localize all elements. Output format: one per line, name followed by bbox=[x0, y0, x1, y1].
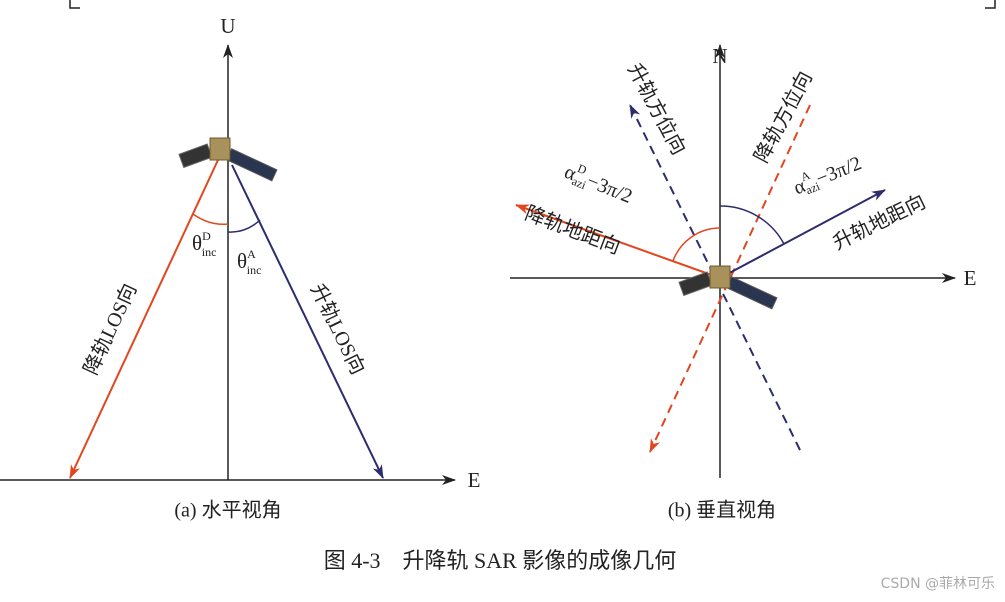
subscript: inc bbox=[247, 263, 262, 277]
satellite-icon bbox=[678, 265, 778, 310]
range-label: 降轨地距向 bbox=[522, 202, 624, 259]
angle-label: αAazi−3π/2 bbox=[789, 148, 865, 201]
corner-marks bbox=[69, 0, 996, 9]
offset-term: −3π/2 bbox=[584, 170, 636, 208]
panel-caption: (a) 水平视角 bbox=[174, 499, 281, 522]
axis-label: E bbox=[964, 266, 977, 290]
ascending-azimuth-line bbox=[629, 104, 801, 451]
azimuth-label: 升轨方位向 bbox=[623, 60, 690, 159]
los-label: 升轨LOS向 bbox=[306, 280, 370, 378]
angle-arc bbox=[719, 205, 785, 245]
angle-label: αDazi−3π/2 bbox=[561, 157, 637, 210]
descending-range-line bbox=[515, 204, 721, 279]
right-panel: N E 升轨方位向 降轨方位向 αDazi−3π/2 αAazi−3π/2 降轨… bbox=[510, 44, 976, 522]
azimuth-label: 降轨方位向 bbox=[750, 68, 817, 167]
angle-label: θA inc bbox=[237, 247, 261, 277]
descending-azimuth-line bbox=[649, 104, 811, 453]
superscript: A bbox=[247, 247, 256, 261]
figure-caption: 图 4-3 升降轨 SAR 影像的成像几何 bbox=[324, 548, 677, 573]
angle-arc bbox=[192, 213, 229, 226]
angle-label: θD inc bbox=[192, 229, 216, 259]
panel-caption: (b) 垂直视角 bbox=[668, 499, 776, 522]
subscript: inc bbox=[202, 245, 217, 259]
subscript: azi bbox=[804, 179, 823, 197]
superscript: D bbox=[202, 229, 211, 243]
axis-label: N bbox=[712, 44, 727, 68]
range-label: 升轨地距向 bbox=[829, 190, 929, 255]
ascending-range-line bbox=[719, 189, 886, 279]
left-panel: U E θD inc θA inc 降轨LOS向 升轨LOS向 (a) 水平视角 bbox=[0, 14, 480, 522]
offset-term: −3π/2 bbox=[813, 152, 865, 190]
symbol: θ bbox=[192, 231, 202, 255]
symbol: θ bbox=[237, 249, 247, 273]
watermark: CSDN @菲林可乐 bbox=[881, 576, 995, 592]
descending-los-line bbox=[69, 159, 219, 479]
subscript: azi bbox=[570, 174, 589, 192]
axis-label: E bbox=[468, 468, 481, 492]
axis-label: U bbox=[220, 14, 235, 38]
angle-arc bbox=[672, 227, 721, 262]
los-label: 降轨LOS向 bbox=[79, 280, 141, 378]
angle-arc bbox=[227, 219, 261, 233]
ascending-los-line bbox=[231, 164, 384, 479]
